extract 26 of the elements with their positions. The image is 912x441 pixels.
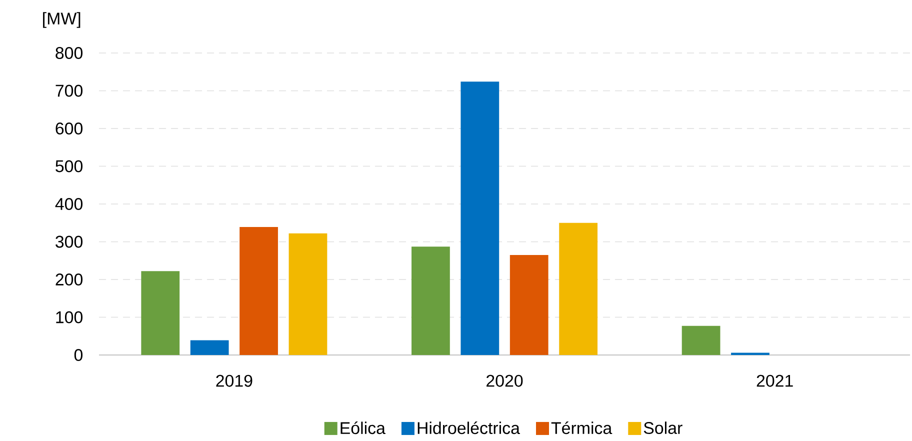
y-tick-label: 400 xyxy=(55,198,83,210)
x-tick-label: 2021 xyxy=(756,374,793,387)
y-tick-label: 500 xyxy=(56,160,83,172)
legend-label: Térmica xyxy=(551,421,612,434)
y-tick-label: 300 xyxy=(56,236,83,248)
legend-label: Hidroeléctrica xyxy=(418,421,520,434)
legend-label: Solar xyxy=(644,422,682,434)
bar xyxy=(288,233,328,355)
x-tick-label: 2020 xyxy=(486,374,523,387)
legend-label: Eólica xyxy=(340,421,386,434)
y-tick-label: 200 xyxy=(56,273,83,286)
y-tick-label: 800 xyxy=(56,46,83,59)
y-tick-label: 600 xyxy=(56,122,83,134)
bar xyxy=(412,246,450,355)
y-tick-label: 0 xyxy=(74,348,83,361)
bar xyxy=(460,82,500,355)
bar xyxy=(141,271,180,355)
y-axis-title: [MW] xyxy=(43,12,80,28)
bar xyxy=(682,326,720,355)
bar xyxy=(190,340,229,355)
bar xyxy=(559,222,598,355)
y-tick-label: 700 xyxy=(56,84,83,97)
y-tick-label: 100 xyxy=(56,311,83,324)
bar xyxy=(240,227,278,355)
bar xyxy=(510,254,548,355)
x-tick-label: 2019 xyxy=(216,374,252,387)
